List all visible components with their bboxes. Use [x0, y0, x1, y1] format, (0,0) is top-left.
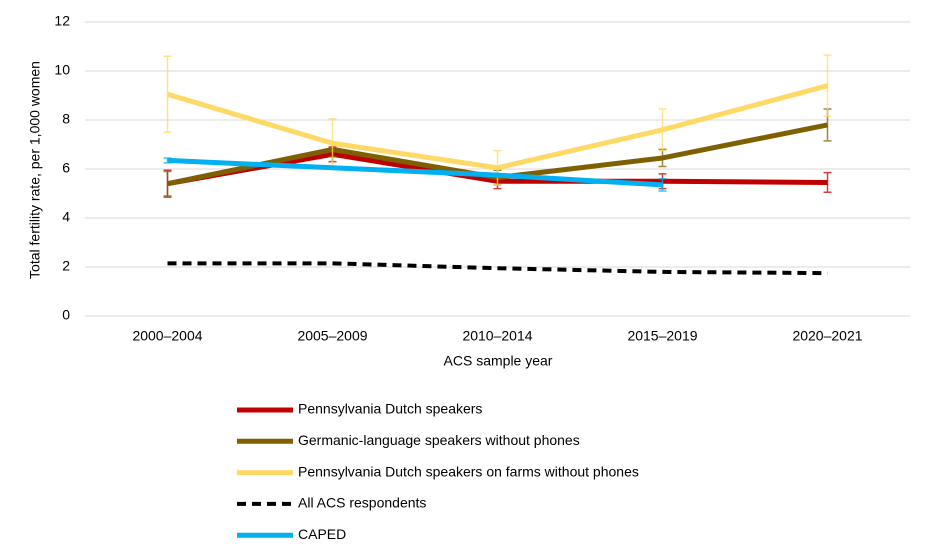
error-bar [163, 170, 172, 197]
legend-label: CAPED [298, 526, 346, 542]
error-bar [823, 54, 832, 118]
y-tick-label: 0 [62, 307, 70, 323]
y-tick-label: 10 [54, 62, 70, 78]
x-tick-label: 2010–2014 [462, 328, 532, 344]
legend-label: Pennsylvania Dutch speakers on farms wit… [298, 463, 639, 479]
x-tick-label: 2020–2021 [792, 328, 862, 344]
error-bar [658, 108, 667, 152]
series-line [167, 261, 828, 276]
y-axis-label: Total fertility rate, per 1,000 women [27, 61, 43, 279]
y-tick-label: 8 [62, 111, 70, 127]
y-tick-label: 6 [62, 160, 70, 176]
x-tick-label: 2000–2004 [132, 328, 202, 344]
y-tick-label: 12 [54, 13, 70, 29]
x-tick-label: 2015–2019 [627, 328, 697, 344]
legend-label: Germanic-language speakers without phone… [298, 432, 580, 448]
error-bar [658, 178, 667, 192]
error-bar [823, 171, 832, 194]
y-tick-label: 2 [62, 258, 70, 274]
error-bar [493, 149, 502, 186]
series-line [167, 157, 663, 188]
x-tick-label: 2005–2009 [297, 328, 367, 344]
legend-label: Pennsylvania Dutch speakers [298, 401, 482, 417]
x-axis-label: ACS sample year [444, 353, 553, 369]
error-bar [163, 157, 172, 164]
y-tick-label: 4 [62, 209, 70, 225]
legend-label: All ACS respondents [298, 495, 426, 511]
error-bar [163, 55, 172, 133]
